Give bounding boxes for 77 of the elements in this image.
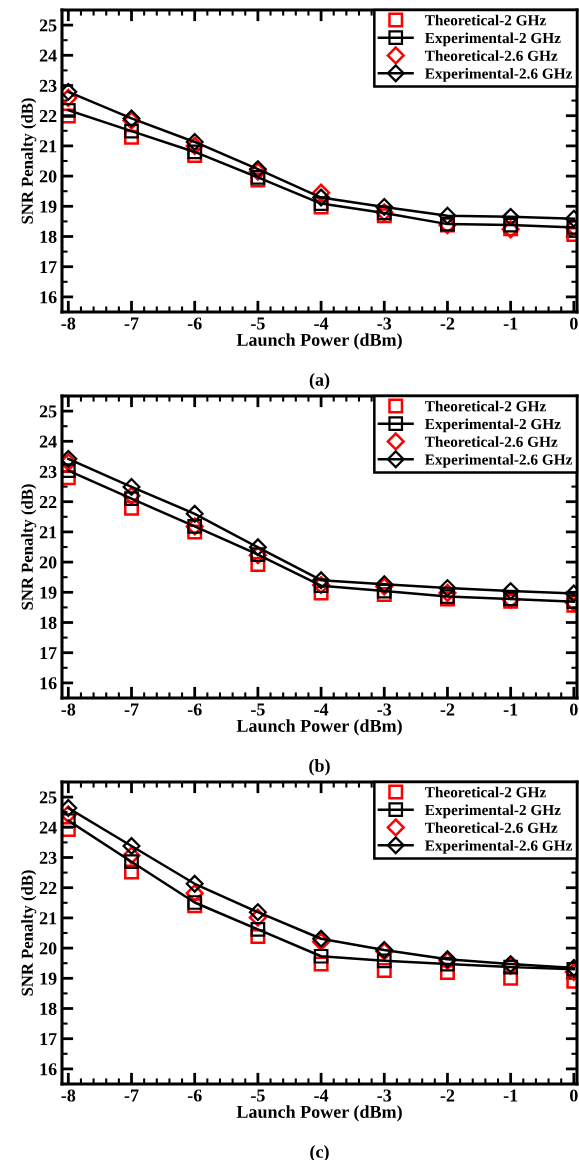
y-tick-label: 19	[40, 200, 57, 213]
x-tick-label: -7	[124, 317, 139, 330]
y-tick-label: 21	[39, 526, 57, 539]
text: (a)	[309, 373, 330, 390]
y-tick-label: 24	[39, 49, 57, 62]
legend-label: Experimental-2 GHz	[425, 804, 561, 819]
y-tick-label: 22	[39, 882, 57, 894]
x-axis-title: Launch Power (dBm)	[236, 333, 402, 350]
y-tick-label: 17	[40, 1033, 57, 1045]
y-tick-label: 20	[39, 170, 57, 183]
x-tick-label: -7	[124, 703, 139, 716]
x-tick-label: -2	[440, 703, 455, 716]
y-tick-label: 17	[40, 647, 57, 659]
y-tick-label: 20	[39, 556, 57, 569]
x-tick-label: -3	[377, 1089, 392, 1102]
legend-label: Theoretical-2.6 GHz	[425, 50, 558, 62]
y-tick-label: 25	[39, 791, 57, 804]
text: (b)	[309, 759, 330, 776]
y-tick-label: 16	[40, 677, 57, 690]
y-tick-label: 16	[40, 1063, 57, 1076]
legend-label: Experimental-2.6 GHz	[425, 453, 573, 468]
y-tick-label: 24	[39, 821, 57, 834]
y-tick-label: 22	[39, 110, 57, 122]
y-axis-title: SNR Penalty (dB)	[21, 870, 37, 996]
y-tick-label: 18	[40, 230, 57, 243]
legend-label: Theoretical-2 GHz	[425, 400, 546, 412]
x-tick-label: -2	[440, 1089, 455, 1102]
x-tick-label: -6	[187, 1089, 202, 1102]
y-axis-title: SNR Penalty (dB)	[21, 484, 37, 610]
y-tick-label: 16	[40, 291, 57, 304]
x-tick-label: -7	[124, 1089, 139, 1102]
x-tick-label: -2	[440, 317, 455, 330]
x-tick-label: 0	[570, 703, 578, 716]
x-axis-title: Launch Power (dBm)	[236, 719, 402, 736]
x-tick-label: 0	[570, 1089, 578, 1102]
x-tick-label: 0	[570, 317, 578, 330]
y-tick-label: 22	[39, 496, 57, 508]
y-tick-label: 23	[39, 851, 57, 864]
x-tick-label: -4	[314, 703, 329, 716]
x-tick-label: -8	[61, 317, 76, 330]
y-tick-label: 19	[40, 586, 57, 599]
x-tick-label: -6	[187, 317, 202, 330]
y-tick-label: 24	[39, 435, 57, 448]
x-tick-label: -1	[503, 317, 518, 330]
legend-label: Theoretical-2 GHz	[425, 14, 546, 26]
legend-label: Experimental-2 GHz	[425, 418, 561, 433]
y-tick-label: 20	[39, 942, 57, 955]
y-tick-label: 18	[40, 616, 57, 629]
legend-label: Experimental-2.6 GHz	[425, 67, 573, 82]
x-tick-label: -4	[314, 1089, 329, 1102]
x-tick-label: -1	[503, 1089, 518, 1102]
y-tick-label: 25	[39, 405, 57, 418]
x-tick-label: -8	[61, 1089, 76, 1102]
x-tick-label: -8	[61, 703, 76, 716]
x-tick-label: -5	[251, 317, 265, 330]
legend-label: Experimental-2.6 GHz	[425, 839, 573, 854]
x-tick-label: -3	[377, 317, 392, 330]
y-tick-label: 25	[39, 19, 57, 32]
legend-label: Experimental-2 GHz	[425, 32, 561, 47]
x-tick-label: -6	[187, 703, 202, 716]
x-tick-label: -1	[503, 703, 518, 716]
x-tick-label: -4	[314, 317, 329, 330]
x-tick-label: -5	[251, 703, 265, 716]
y-tick-label: 17	[40, 261, 57, 273]
y-tick-label: 21	[39, 140, 57, 153]
y-tick-label: 19	[40, 972, 57, 985]
x-tick-label: -3	[377, 703, 392, 716]
y-axis-title: SNR Penalty (dB)	[21, 98, 37, 224]
legend-label: Theoretical-2.6 GHz	[425, 436, 558, 448]
y-tick-label: 23	[39, 465, 57, 478]
y-tick-label: 18	[40, 1002, 57, 1015]
legend-label: Theoretical-2 GHz	[425, 786, 546, 798]
y-tick-label: 23	[39, 79, 57, 92]
legend-label: Theoretical-2.6 GHz	[425, 822, 558, 834]
x-tick-label: -5	[251, 1089, 265, 1102]
y-tick-label: 21	[39, 912, 57, 925]
x-axis-title: Launch Power (dBm)	[236, 1105, 402, 1122]
